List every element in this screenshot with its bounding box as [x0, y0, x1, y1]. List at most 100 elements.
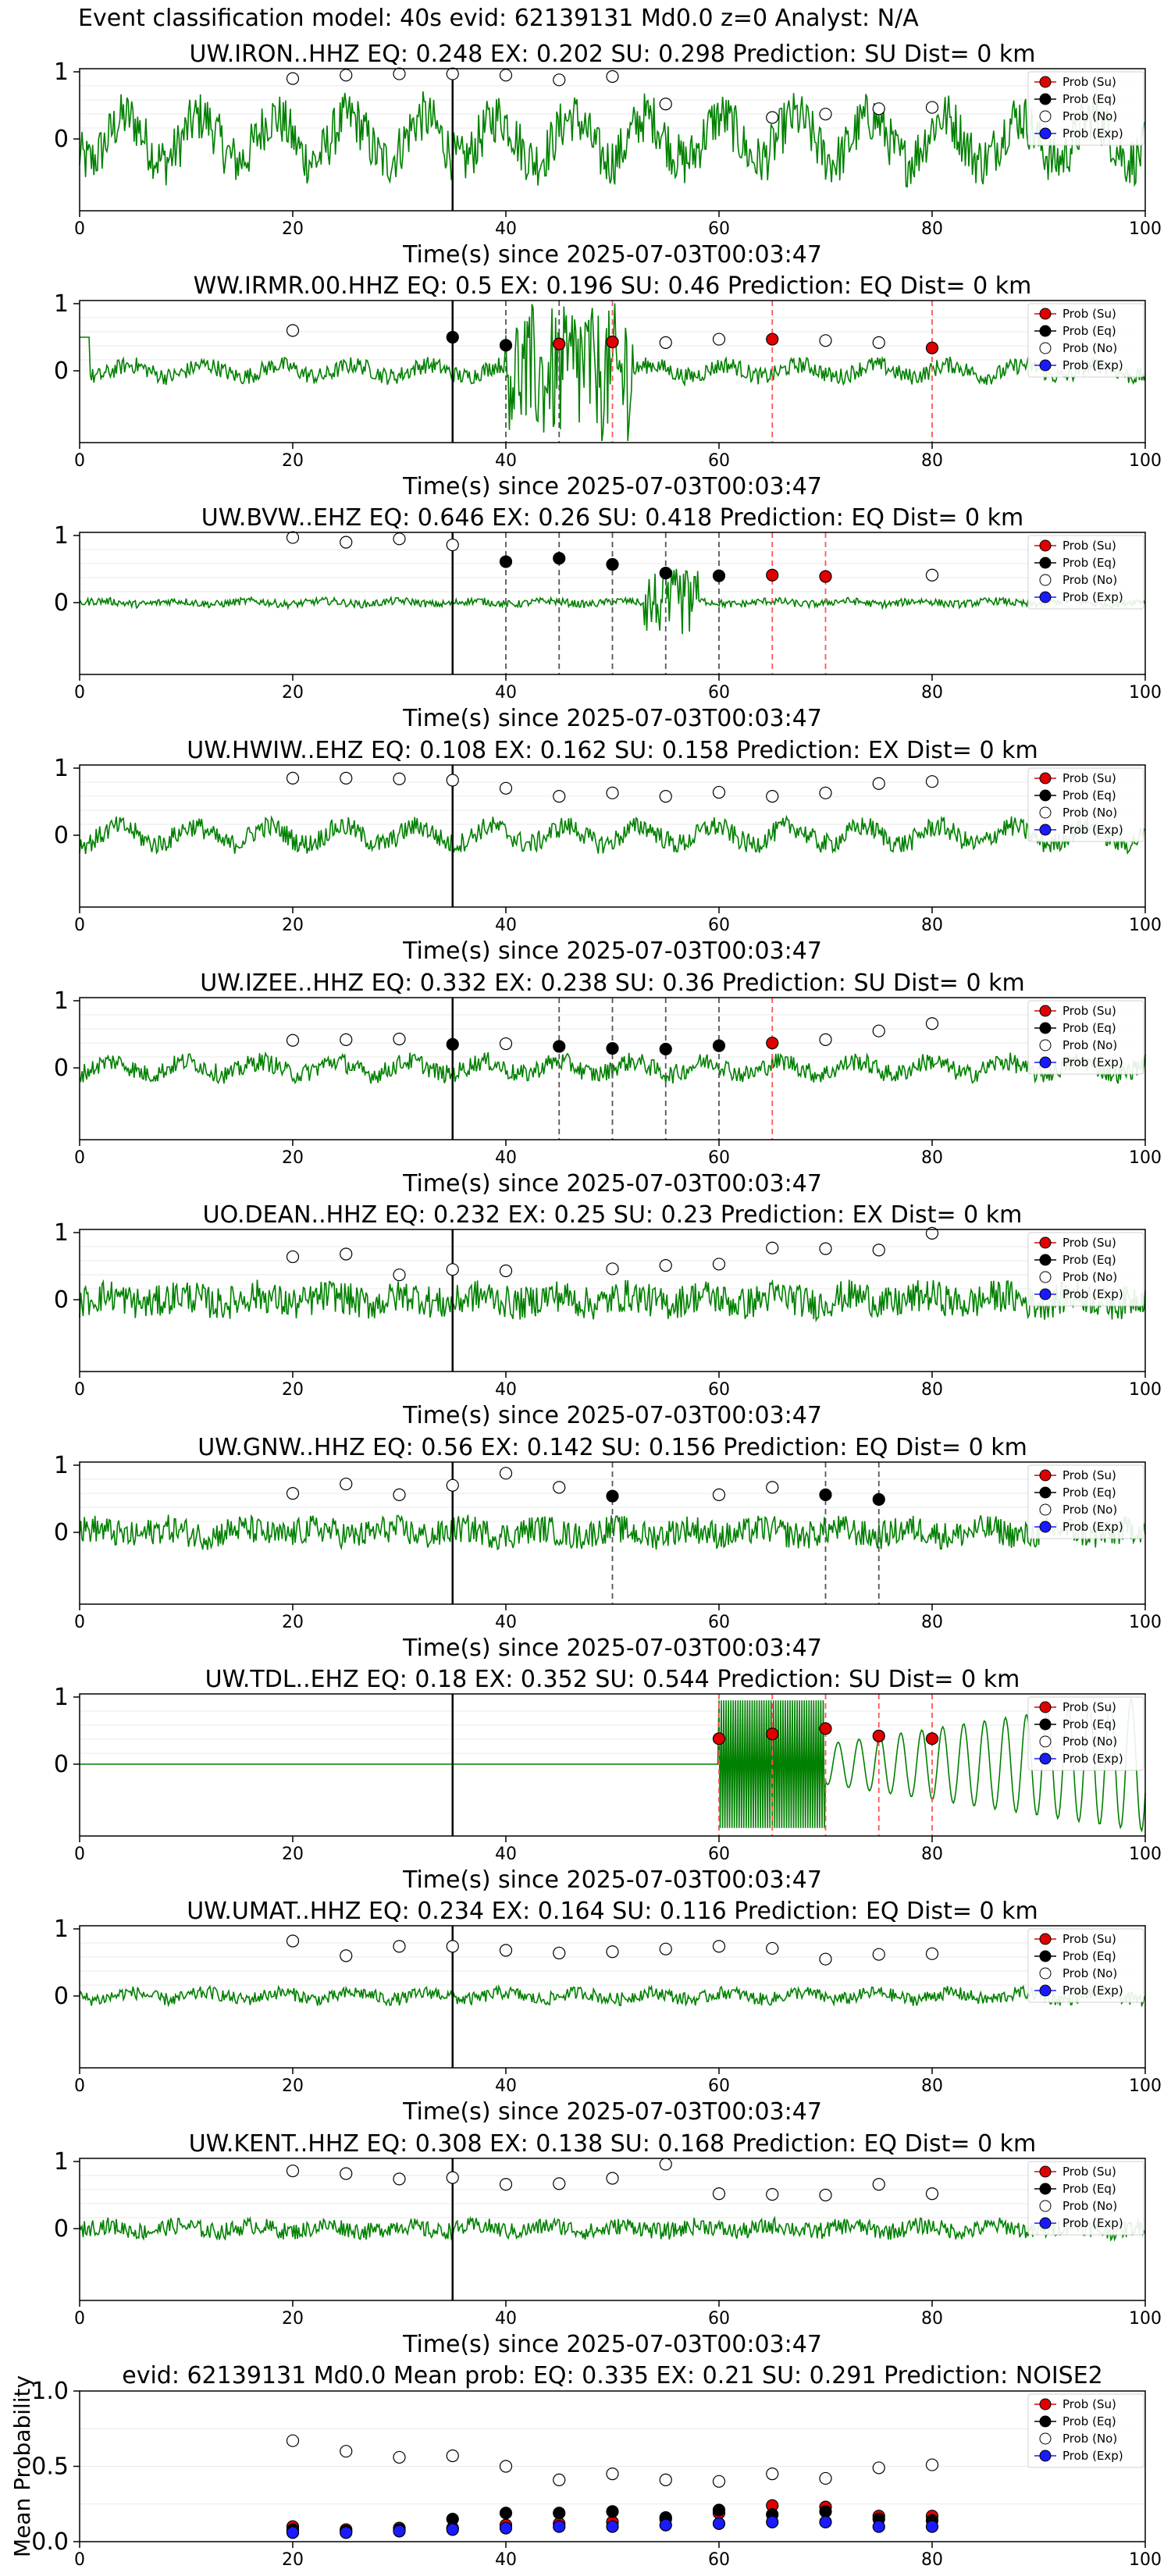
legend-marker: [1039, 1984, 1052, 1997]
x-tick-label: 60: [708, 1845, 730, 1864]
legend-marker: [1039, 1735, 1052, 1748]
mean-no-point: [606, 2467, 619, 2481]
x-tick-label: 100: [1129, 916, 1162, 935]
eq-prob-point: [499, 339, 513, 352]
no-prob-point: [872, 1244, 885, 1257]
x-tick-label: 20: [282, 2309, 304, 2329]
panel-title: evid: 62139131 Md0.0 Mean prob: EQ: 0.33…: [122, 2362, 1103, 2389]
mean-exp-point: [499, 2521, 513, 2535]
chart-panel-11: evid: 62139131 Md0.0 Mean prob: EQ: 0.33…: [9, 2362, 1162, 2570]
x-tick-label: 40: [495, 1613, 517, 1632]
x-tick-label: 40: [495, 1845, 517, 1864]
no-prob-point: [553, 73, 566, 87]
x-tick-label: 20: [282, 2550, 304, 2570]
panel-title: UW.TDL..EHZ EQ: 0.18 EX: 0.352 SU: 0.544…: [205, 1666, 1020, 1693]
chart-panel-3: UW.BVW..EHZ EQ: 0.646 EX: 0.26 SU: 0.418…: [54, 504, 1162, 732]
no-prob-point: [393, 1940, 406, 1953]
no-prob-point: [446, 1263, 459, 1276]
x-tick-label: 20: [282, 1148, 304, 1168]
legend-label: Prob (Su): [1062, 307, 1116, 321]
legend-label: Prob (No): [1062, 2199, 1117, 2213]
legend-marker: [1039, 2200, 1052, 2212]
legend-label: Prob (Exp): [1062, 1520, 1123, 1534]
eq-prob-point: [659, 1042, 672, 1056]
no-prob-point: [340, 1949, 353, 1962]
legend-marker: [1039, 342, 1052, 354]
x-tick-label: 20: [282, 916, 304, 935]
legend-marker: [1039, 76, 1052, 88]
chart-panel-7: UW.GNW..HHZ EQ: 0.56 EX: 0.142 SU: 0.156…: [54, 1434, 1162, 1662]
no-prob-point: [499, 69, 513, 82]
legend-marker: [1039, 591, 1052, 603]
legend-marker: [1039, 1254, 1052, 1266]
panel-title: UO.DEAN..HHZ EQ: 0.232 EX: 0.25 SU: 0.23…: [203, 1201, 1023, 1229]
legend-marker: [1039, 1271, 1052, 1283]
x-axis-label: Time(s) since 2025-07-03T00:03:47: [402, 705, 822, 732]
axes-frame: [79, 764, 1146, 908]
x-tick-label: 80: [921, 219, 943, 239]
x-tick-label: 40: [495, 1148, 517, 1168]
no-prob-point: [553, 790, 566, 803]
no-prob-point: [766, 1481, 779, 1494]
eq-prob-point: [659, 567, 672, 580]
mean-exp-point: [659, 2518, 672, 2532]
no-prob-point: [340, 1477, 353, 1491]
no-prob-point: [925, 1017, 939, 1030]
axes-frame: [79, 1925, 1146, 2069]
eq-prob-point: [872, 1493, 885, 1506]
x-tick-label: 60: [708, 1380, 730, 1400]
no-prob-point: [819, 334, 832, 347]
y-tick-label: 0: [54, 1983, 69, 2010]
no-prob-point: [819, 2188, 832, 2202]
no-prob-point: [606, 786, 619, 799]
eq-prob-point: [553, 1040, 566, 1053]
panel-title: UW.HWIW..EHZ EQ: 0.108 EX: 0.162 SU: 0.1…: [187, 737, 1038, 764]
no-prob-point: [553, 1481, 566, 1494]
y-tick-label: 1: [54, 1684, 69, 1711]
eq-prob-point: [712, 1039, 726, 1052]
x-tick-label: 20: [282, 1613, 304, 1632]
legend-label: Prob (Su): [1062, 1932, 1116, 1946]
x-tick-label: 100: [1129, 1845, 1162, 1864]
x-axis-label: Time(s) since 2025-07-03T00:03:47: [402, 2098, 822, 2126]
no-prob-point: [606, 69, 619, 84]
no-prob-point: [446, 538, 459, 552]
x-tick-label: 20: [282, 683, 304, 703]
legend-marker: [1039, 1486, 1052, 1499]
y-tick-label: 0: [54, 1055, 69, 1082]
no-prob-point: [286, 2164, 300, 2178]
axes-frame: [79, 1461, 1146, 1605]
legend-marker: [1039, 1236, 1052, 1249]
y-tick-label: 1: [54, 290, 69, 318]
mean-no-point: [712, 2475, 726, 2488]
legend-marker: [1039, 1933, 1052, 1945]
no-prob-point: [499, 1264, 513, 1278]
eq-prob-point: [606, 1041, 619, 1055]
axes-frame: [79, 300, 1146, 443]
x-tick-label: 60: [708, 2550, 730, 2570]
x-tick-label: 80: [921, 916, 943, 935]
x-tick-label: 0: [74, 219, 85, 239]
no-prob-point: [340, 69, 353, 82]
legend-marker: [1039, 2450, 1052, 2462]
axes-frame: [79, 1693, 1146, 1837]
no-prob-point: [819, 1952, 832, 1966]
legend-label: Prob (Exp): [1062, 1055, 1123, 1069]
legend-marker: [1039, 557, 1052, 569]
x-tick-label: 40: [495, 2309, 517, 2329]
x-tick-label: 20: [282, 451, 304, 471]
legend-label: Prob (Eq): [1062, 1949, 1116, 1963]
legend-label: Prob (No): [1062, 341, 1117, 355]
legend-label: Prob (No): [1062, 1966, 1117, 1980]
no-prob-point: [446, 2171, 459, 2184]
mean-no-point: [553, 2473, 566, 2486]
x-tick-label: 80: [921, 451, 943, 471]
x-tick-label: 20: [282, 1845, 304, 1864]
y-tick-label: 1: [54, 59, 69, 86]
x-tick-label: 0: [74, 2550, 85, 2570]
x-tick-label: 60: [708, 1148, 730, 1168]
legend-box: [1027, 535, 1144, 610]
x-axis-label: Time(s) since 2025-07-03T00:03:47: [402, 2331, 822, 2358]
no-prob-point: [499, 2178, 513, 2191]
x-tick-label: 60: [708, 916, 730, 935]
